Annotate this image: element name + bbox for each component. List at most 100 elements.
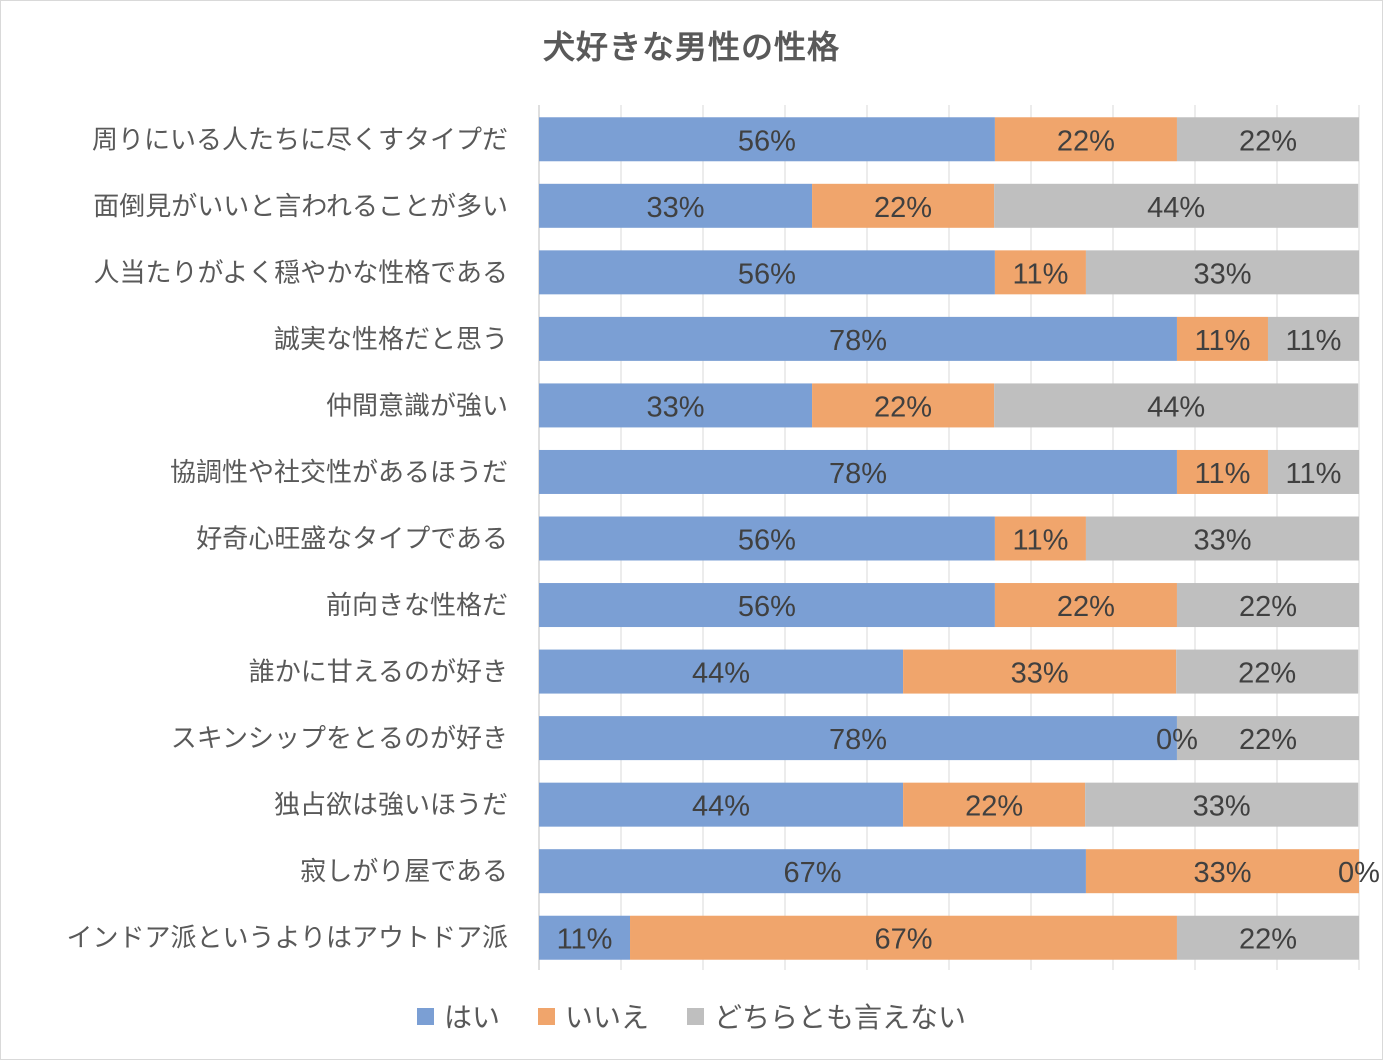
data-label: 56%: [738, 525, 796, 557]
bar-segment-neutral: [1176, 649, 1359, 694]
bar-segment-no: [994, 516, 1086, 561]
category-label: 協調性や社交性があるほうだ: [170, 458, 508, 488]
data-label: 56%: [738, 591, 796, 623]
data-label: 22%: [874, 192, 932, 224]
bar-segment-neutral: [1085, 250, 1359, 295]
bar-segment-neutral: [1267, 449, 1359, 494]
data-label: 22%: [965, 791, 1023, 823]
category-label: 独占欲は強いほうだ: [274, 791, 508, 821]
bar-segment-no: [1085, 849, 1359, 894]
data-label: 0%: [1156, 724, 1198, 756]
data-label: 44%: [692, 658, 750, 690]
data-label: 33%: [1193, 857, 1251, 889]
bar-segment-yes: [539, 183, 813, 228]
bars: [539, 117, 1359, 960]
category-label: 誠実な性格だと思う: [274, 325, 508, 355]
data-label: 78%: [829, 458, 887, 490]
data-label: 33%: [647, 192, 705, 224]
category-label: 好奇心旺盛なタイプである: [196, 525, 508, 555]
legend-item-neutral[interactable]: どちらとも言えない: [687, 996, 966, 1036]
data-label: 33%: [1193, 258, 1251, 290]
bar-segment-neutral: [1176, 915, 1359, 960]
bar-segment-no: [994, 117, 1177, 162]
data-label: 78%: [829, 325, 887, 357]
bar-segment-yes: [539, 316, 1177, 361]
data-label: 33%: [1011, 658, 1069, 690]
category-label: 仲間意識が強い: [326, 391, 508, 421]
bar-segment-yes: [539, 915, 631, 960]
category-label: インドア派というよりはアウトドア派: [67, 924, 508, 954]
data-label: 22%: [1057, 125, 1115, 157]
category-label: 面倒見がいいと言われることが多い: [93, 192, 508, 222]
bar-segment-yes: [539, 716, 1177, 761]
data-label: 22%: [1239, 924, 1297, 956]
data-label: 11%: [1286, 325, 1342, 357]
chart-title: 犬好きな男性の性格: [542, 28, 840, 66]
bar-segment-no: [1176, 316, 1268, 361]
legend-swatch-no: [537, 1007, 555, 1025]
bar-segment-no: [630, 915, 1177, 960]
bar-segment-yes: [539, 383, 813, 428]
category-label: 周りにいる人たちに尽くすタイプだ: [92, 125, 508, 155]
bar-segment-neutral: [1176, 117, 1359, 162]
data-label: 11%: [1012, 525, 1068, 557]
bar-segment-yes: [539, 782, 904, 827]
legend-label-no: いいえ: [564, 1001, 649, 1034]
bar-segment-yes: [539, 649, 904, 694]
data-label: 44%: [692, 791, 750, 823]
data-label: 11%: [557, 924, 613, 956]
bar-segment-neutral: [1085, 782, 1359, 827]
category-labels: 周りにいる人たちに尽くすタイプだ面倒見がいいと言われることが多い人当たりがよく穏…: [67, 125, 508, 953]
bar-segment-yes: [539, 583, 995, 628]
legend-swatch-yes: [416, 1007, 434, 1025]
data-label: 78%: [829, 724, 887, 756]
data-label: 22%: [1057, 591, 1115, 623]
data-label: 22%: [874, 391, 932, 423]
legend-item-yes[interactable]: はい: [416, 996, 500, 1036]
bar-segment-no: [1176, 449, 1268, 494]
category-label: 人当たりがよく穏やかな性格である: [94, 258, 508, 288]
bar-segment-yes: [539, 117, 995, 162]
category-label: スキンシップをとるのが好き: [171, 724, 508, 754]
data-label: 33%: [1193, 791, 1251, 823]
legend-label-yes: はい: [443, 1001, 500, 1034]
legend-label-neutral: どちらとも言えない: [714, 1001, 967, 1034]
category-label: 前向きな性格だ: [326, 591, 508, 621]
legend-item-no[interactable]: いいえ: [537, 996, 649, 1036]
bar-segment-neutral: [1085, 516, 1359, 561]
data-label: 22%: [1239, 724, 1297, 756]
bar-segment-no: [903, 782, 1086, 827]
data-label: 11%: [1195, 458, 1251, 490]
bar-segment-yes: [539, 250, 995, 295]
data-label: 22%: [1239, 125, 1297, 157]
data-label: 0%: [1338, 857, 1380, 889]
bar-segment-no: [812, 383, 995, 428]
data-label: 11%: [1286, 458, 1342, 490]
category-label: 誰かに甘えるのが好き: [249, 658, 508, 688]
bar-segment-yes: [539, 449, 1177, 494]
data-labels: 56% 22% 22% 33% 22% 44% 56% 11% 33% 78% 11% 11% 33% 2…: [557, 125, 1380, 955]
data-label: 33%: [647, 391, 705, 423]
data-label: 11%: [1012, 258, 1068, 290]
bar-segment-no: [994, 250, 1086, 295]
data-label: 11%: [1195, 325, 1251, 357]
data-label: 22%: [1238, 658, 1296, 690]
bar-segment-neutral: [1267, 316, 1359, 361]
legend-swatch-neutral: [687, 1007, 704, 1025]
data-label: 67%: [783, 857, 841, 889]
bar-segment-neutral: [1176, 583, 1359, 628]
legend: はい いいえ どちらとも言えない: [0, 996, 1383, 1036]
data-label: 33%: [1193, 525, 1251, 557]
bar-segment-no: [903, 649, 1177, 694]
data-label: 56%: [738, 125, 796, 157]
data-label: 44%: [1147, 391, 1205, 423]
bar-segment-neutral: [994, 383, 1359, 428]
data-label: 67%: [874, 924, 932, 956]
data-label: 44%: [1147, 192, 1205, 224]
category-label: 寂しがり屋である: [300, 857, 508, 887]
bar-segment-no: [812, 183, 995, 228]
data-label: 22%: [1239, 591, 1297, 623]
bar-segment-yes: [539, 516, 995, 561]
bar-segment-neutral: [1176, 716, 1359, 761]
